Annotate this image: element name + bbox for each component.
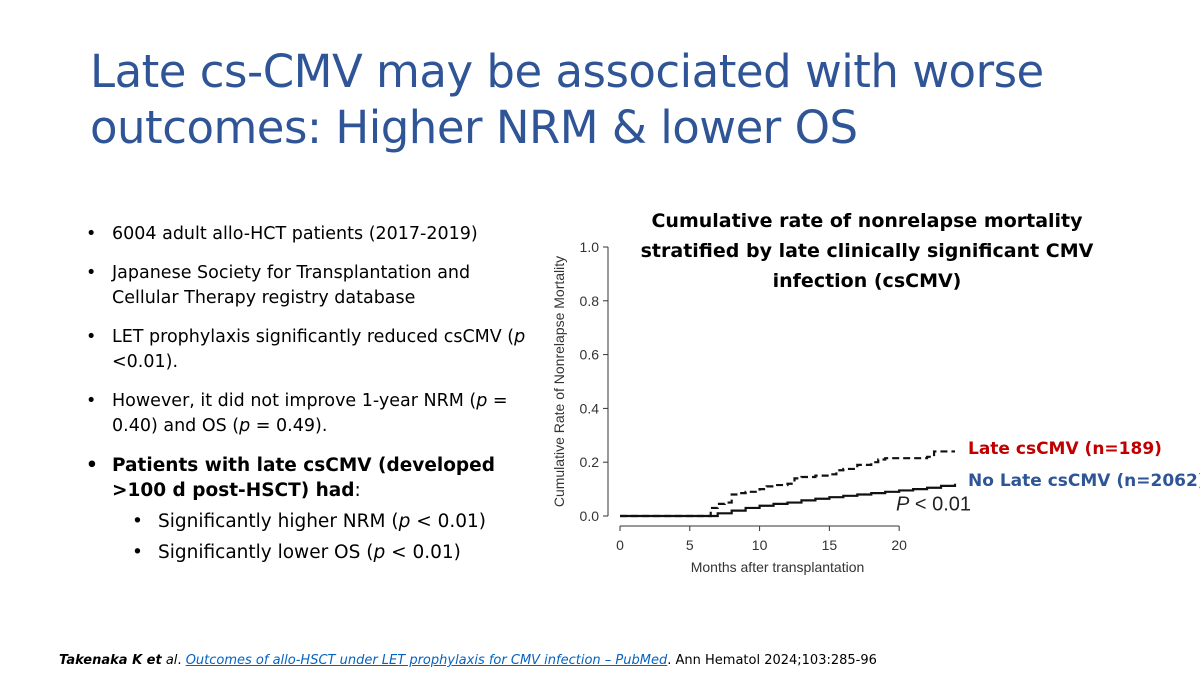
p-symbol: P (896, 494, 910, 516)
y-tick-label: 1.0 (580, 239, 600, 255)
x-tick-label: 20 (891, 537, 907, 553)
chart-title-line: infection (csCMV) (772, 270, 962, 292)
bullet-text: < 0.01) (385, 542, 461, 563)
bullet-item: LET prophylaxis significantly reduced cs… (86, 325, 526, 375)
p-value-annotation: P < 0.01 (896, 494, 971, 516)
citation-sep: . (177, 653, 186, 668)
nrm-cumulative-chart: 0.0 0.2 0.4 0.6 0.8 1.0 0 5 10 15 20 Months after t… (551, 239, 971, 575)
chart-title-line: stratified by late clinically significan… (640, 240, 1094, 262)
bullet-text: Significantly higher NRM ( (158, 511, 399, 532)
y-tick-label: 0.0 (580, 508, 600, 524)
chart-title-line: Cumulative rate of nonrelapse mortality (651, 210, 1083, 232)
x-tick-label: 0 (616, 537, 624, 553)
bullet-item: 6004 adult allo-HCT patients (2017-2019) (86, 222, 526, 247)
slide-title-line: outcomes: Higher NRM & lower OS (90, 101, 858, 154)
bullet-text: <0.01). (112, 352, 179, 372)
bullet-item: However, it did not improve 1-year NRM (… (86, 389, 526, 439)
key-finding-bullet: Patients with late csCMV (developed >100… (86, 453, 526, 503)
chart-title: Cumulative rate of nonrelapse mortality … (632, 206, 1102, 296)
legend-no-late-cscmv: No Late csCMV (n=2062) (968, 471, 1200, 491)
y-tick-label: 0.2 (580, 454, 600, 470)
citation-footer: Takenaka K et al. Outcomes of allo-HSCT … (59, 653, 877, 668)
legend-late-cscmv: Late csCMV (n=189) (968, 439, 1162, 459)
p-value-text: < 0.01 (909, 494, 971, 516)
p-symbol: p (398, 511, 411, 532)
y-tick-label: 0.6 (580, 347, 600, 363)
p-symbol: p (373, 542, 386, 563)
y-tick-label: 0.4 (580, 400, 600, 416)
citation-authors: Takenaka K et (59, 653, 162, 668)
chart-axes: 0.0 0.2 0.4 0.6 0.8 1.0 0 5 10 15 20 Months after t… (551, 239, 907, 575)
bullet-text: However, it did not improve 1-year NRM ( (112, 391, 477, 411)
bullet-item: Japanese Society for Transplantation and… (86, 261, 526, 311)
x-tick-label: 5 (686, 537, 694, 553)
series-line-late-cscmv (620, 450, 955, 518)
bullet-text: = 0.49). (250, 416, 328, 436)
series-line-no-late-cscmv (620, 483, 957, 518)
slide-title-line: Late cs-CMV may be associated with worse (90, 45, 1044, 98)
p-symbol: p (476, 391, 488, 411)
x-axis-label: Months after transplantation (691, 559, 865, 575)
y-tick-label: 0.8 (580, 293, 600, 309)
x-tick-label: 10 (752, 537, 768, 553)
bullet-text: < 0.01) (410, 511, 486, 532)
bullet-list: 6004 adult allo-HCT patients (2017-2019)… (86, 222, 526, 571)
key-finding-text: Patients with late csCMV (developed >100… (112, 455, 495, 501)
p-symbol: p (514, 327, 526, 347)
sub-bullet-item: Significantly lower OS (p < 0.01) (86, 540, 526, 565)
citation-journal: . Ann Hematol 2024;103:285-96 (667, 653, 877, 668)
y-axis-label: Cumulative Rate of Nonrelapse Mortality (551, 256, 567, 507)
pubmed-link[interactable]: Outcomes of allo-HSCT under LET prophyla… (185, 653, 668, 668)
bullet-text: LET prophylaxis significantly reduced cs… (112, 327, 515, 347)
p-symbol: p (239, 416, 251, 436)
key-finding-colon: : (354, 480, 361, 501)
bullet-text: = 0.40) and OS ( (112, 391, 508, 436)
bullet-text: Significantly lower OS ( (158, 542, 374, 563)
chart-plot: P < 0.01 (620, 450, 971, 518)
x-tick-label: 15 (822, 537, 838, 553)
sub-bullet-item: Significantly higher NRM (p < 0.01) (86, 509, 526, 534)
citation-etal: al (161, 653, 178, 668)
slide-title: Late cs-CMV may be associated with worse… (90, 44, 1110, 156)
